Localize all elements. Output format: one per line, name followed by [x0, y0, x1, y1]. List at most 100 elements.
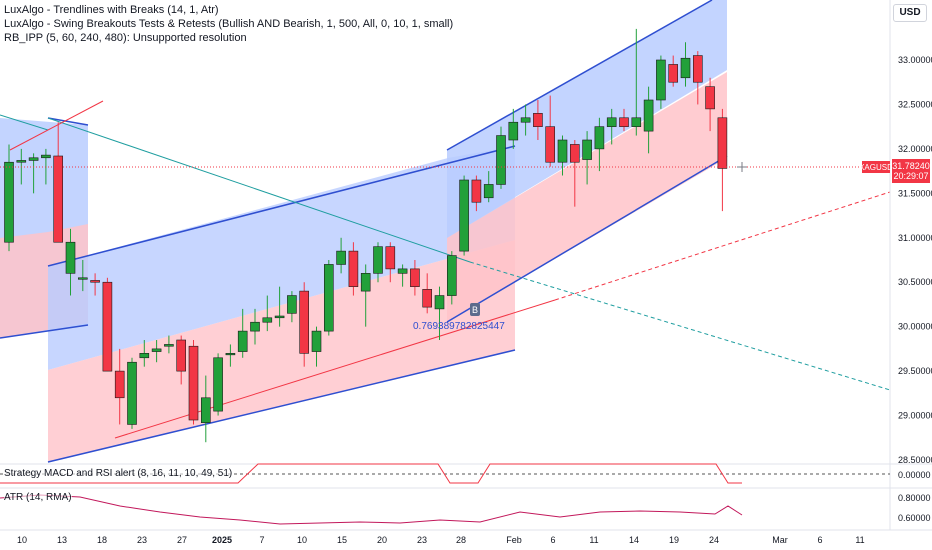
atr-axis-1: 0.60000: [898, 513, 931, 523]
candle-body: [78, 277, 88, 280]
zone-mid-red: [48, 240, 515, 462]
candle: [496, 126, 506, 189]
candle: [4, 144, 14, 252]
legend-line-1[interactable]: LuxAlgo - Trendlines with Breaks (14, 1,…: [4, 4, 219, 16]
candle: [78, 260, 88, 292]
time-axis-label: 10: [297, 535, 307, 545]
atr-label[interactable]: ATR (14, RMA): [4, 492, 72, 503]
candle: [287, 291, 297, 323]
candle-body: [53, 155, 64, 243]
time-axis-label: 2025: [212, 535, 232, 545]
candle-body: [582, 139, 592, 160]
candle: [668, 55, 679, 87]
time-axis-label: 11: [589, 535, 598, 545]
candle-body: [311, 330, 322, 352]
candle-body: [274, 315, 285, 319]
candle-body: [656, 59, 666, 101]
candle-body: [250, 321, 260, 332]
candle: [274, 286, 285, 327]
candle: [422, 273, 433, 314]
price-axis-label: 32.50000: [898, 99, 932, 109]
candle: [557, 135, 568, 176]
legend-line-3[interactable]: RB_IPP (5, 60, 240, 480): Unsupported re…: [4, 32, 247, 44]
candle: [410, 260, 420, 296]
candle: [250, 308, 260, 345]
candles-group: [4, 28, 728, 443]
candle-body: [385, 246, 396, 270]
time-axis[interactable]: 10 13 18 23 27 2025 7 10 15 20 23 28 Feb 6 11 14 19 24 Mar…: [17, 535, 865, 545]
time-axis-label: 6: [817, 535, 822, 545]
price-axis-label: 31.00000: [898, 233, 932, 243]
time-axis-label: 23: [417, 535, 427, 545]
strategy-axis: 0.00000: [898, 470, 931, 480]
candle-body: [176, 339, 186, 372]
candle: [680, 42, 691, 87]
atr-axis-0: 0.80000: [898, 493, 931, 503]
candle-body: [410, 268, 420, 287]
time-axis-label: Mar: [772, 535, 788, 545]
time-axis-label: 10: [17, 535, 27, 545]
time-axis-label: 6: [550, 535, 555, 545]
candle-body: [41, 154, 51, 159]
candle-body: [102, 281, 113, 372]
candle: [311, 326, 322, 367]
candle: [225, 344, 236, 367]
candle-body: [520, 117, 531, 123]
candle: [569, 140, 580, 207]
candle: [102, 277, 113, 372]
currency-button[interactable]: USD: [893, 4, 927, 22]
candle: [164, 335, 174, 354]
time-axis-label: 24: [709, 535, 719, 545]
candle-body: [201, 397, 211, 423]
candle-body: [619, 117, 629, 127]
candle: [533, 100, 543, 140]
candle-body: [397, 268, 408, 274]
candle: [631, 28, 642, 136]
candle-body: [90, 280, 100, 283]
candle-body: [533, 113, 543, 127]
break-label: B: [472, 305, 478, 315]
candle-body: [323, 264, 334, 332]
candle-body: [65, 241, 76, 274]
price-axis[interactable]: 33.00000 32.50000 32.00000 31.50000 31.00000…: [889, 0, 932, 530]
candle-body: [4, 161, 14, 243]
candle-body: [299, 290, 310, 354]
candle: [213, 353, 223, 416]
candle-body: [422, 289, 433, 308]
candle-body: [262, 317, 273, 323]
candle: [151, 340, 162, 363]
candle-body: [213, 357, 223, 412]
strategy-label[interactable]: Strategy MACD and RSI alert (8, 16, 11, …: [4, 468, 233, 479]
candle: [90, 273, 100, 296]
time-axis-label: 13: [57, 535, 67, 545]
time-axis-label: 15: [337, 535, 347, 545]
candle-body: [705, 86, 715, 110]
candle-body: [139, 353, 150, 359]
candle: [471, 175, 482, 212]
candle: [656, 55, 666, 109]
candle-body: [28, 157, 39, 161]
candle: [65, 228, 76, 296]
symbol-tag: XAGUSD: [859, 163, 893, 172]
candle-body: [237, 330, 248, 352]
candle: [397, 264, 408, 287]
candle: [545, 95, 556, 167]
countdown: 20:29:07: [893, 171, 928, 181]
price-axis-label: 33.00000: [898, 55, 932, 65]
candle-body: [557, 139, 568, 163]
candle-body: [606, 117, 617, 127]
candle-body: [446, 255, 457, 296]
candle: [262, 295, 273, 332]
candle: [385, 242, 396, 283]
time-axis-label: 18: [97, 535, 107, 545]
price-axis-label: 28.50000: [898, 455, 932, 465]
price-axis-label: 32.00000: [898, 144, 932, 154]
candle: [237, 308, 248, 358]
price-axis-label: 31.50000: [898, 188, 932, 198]
legend-line-2[interactable]: LuxAlgo - Swing Breakouts Tests & Retest…: [4, 18, 454, 30]
candle: [717, 108, 728, 212]
break-marker: B: [470, 303, 480, 316]
time-axis-label: 27: [177, 535, 187, 545]
zone-right-blue: [447, 0, 727, 238]
